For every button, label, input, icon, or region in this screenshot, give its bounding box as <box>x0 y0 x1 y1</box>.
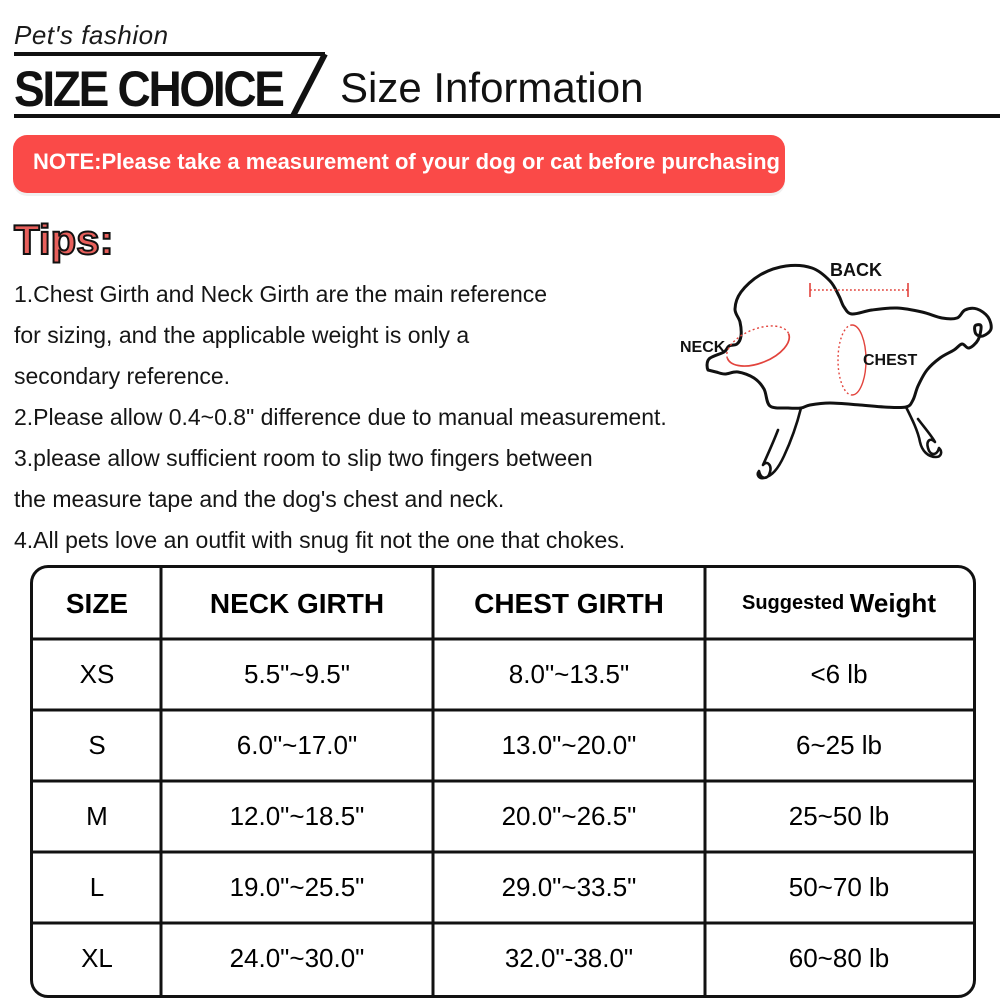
svg-text:BACK: BACK <box>830 260 882 280</box>
svg-text:NECK: NECK <box>680 339 726 356</box>
svg-text:CHEST: CHEST <box>863 352 917 369</box>
